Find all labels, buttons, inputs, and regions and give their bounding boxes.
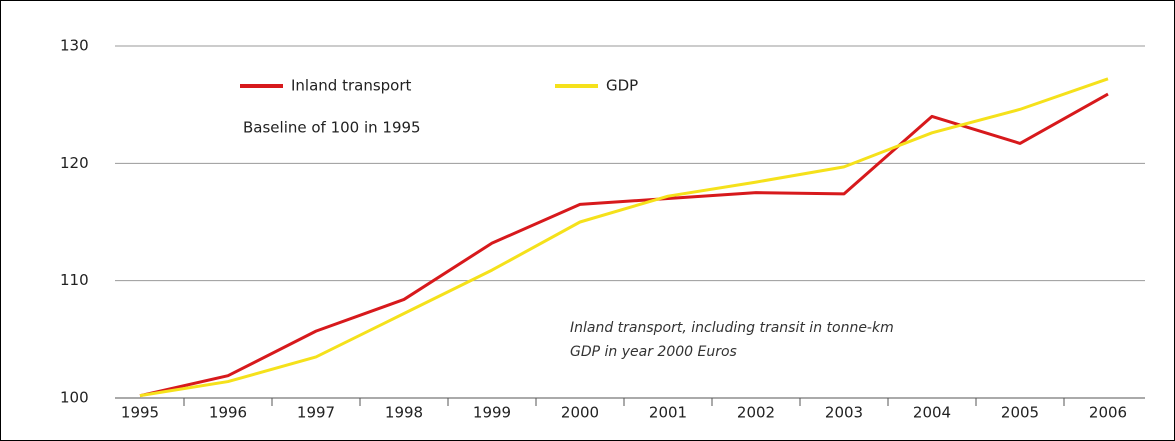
x-tick-label: 1995	[121, 404, 159, 422]
y-tick-label: 110	[60, 271, 89, 289]
series-line	[139, 77, 1109, 398]
x-tick-label: 2006	[1089, 404, 1127, 422]
x-tick-label: 2001	[649, 404, 687, 422]
x-tick-label: 2000	[561, 404, 599, 422]
x-tick-label: 2003	[825, 404, 863, 422]
legend-label: GDP	[606, 77, 638, 95]
x-tick-label: 1999	[473, 404, 511, 422]
legend-label: Inland transport	[291, 77, 412, 95]
x-tick-label: 1997	[297, 404, 335, 422]
x-tick-label: 2004	[913, 404, 951, 422]
annotation: Inland transport, including transit in t…	[570, 320, 894, 336]
annotation: GDP in year 2000 Euros	[570, 344, 737, 360]
y-tick-label: 100	[60, 389, 89, 407]
y-tick-label: 120	[60, 154, 89, 172]
x-tick-label: 1998	[385, 404, 423, 422]
x-tick-label: 1996	[209, 404, 247, 422]
annotation: Baseline of 100 in 1995	[243, 119, 421, 137]
series-line	[139, 92, 1109, 398]
x-tick-label: 2005	[1001, 404, 1039, 422]
y-tick-label: 130	[60, 37, 89, 55]
x-tick-label: 2002	[737, 404, 775, 422]
